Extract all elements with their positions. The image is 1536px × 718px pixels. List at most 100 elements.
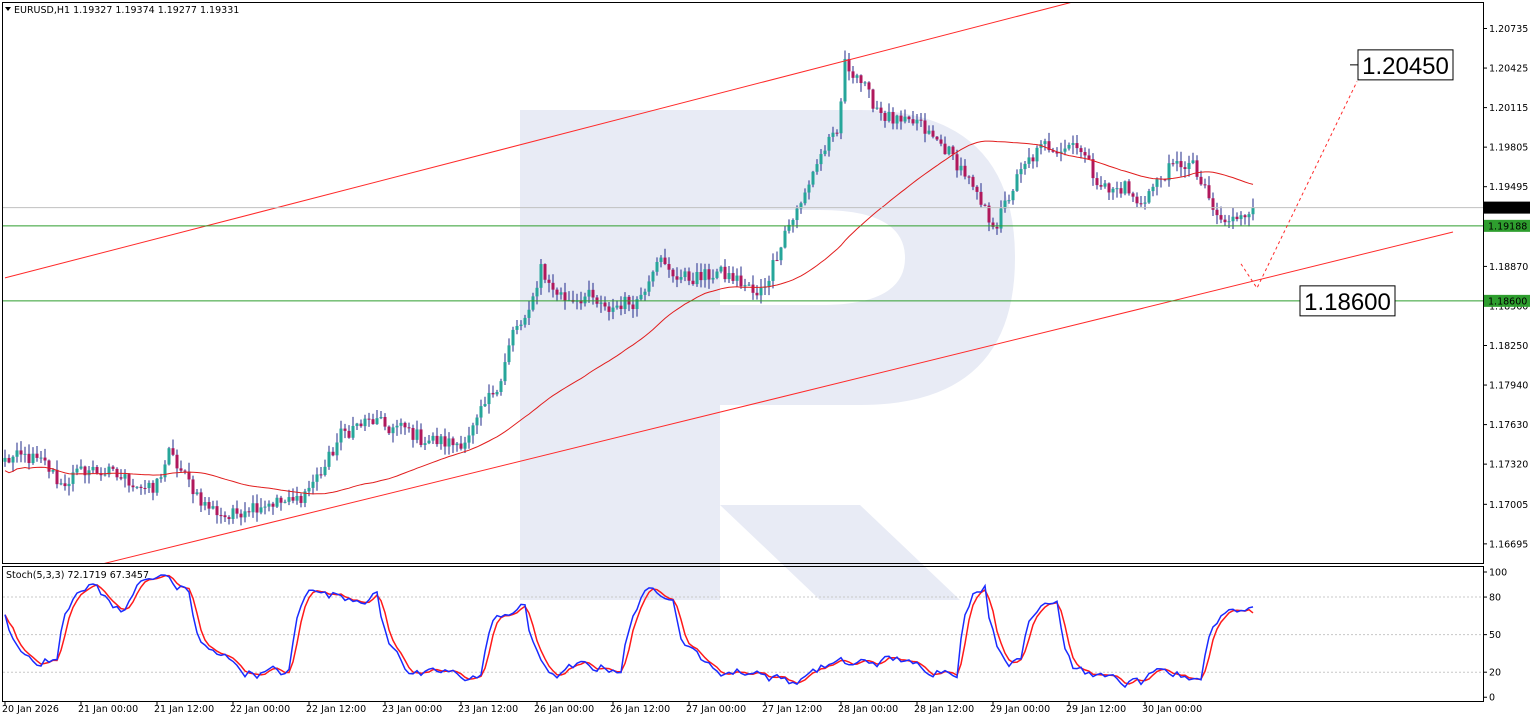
candle-body [1047, 141, 1051, 151]
candle-body [871, 89, 875, 109]
candle-body [287, 497, 291, 502]
time-tick-label: 22 Jan 00:00 [230, 704, 290, 715]
candle-body [935, 136, 939, 140]
candle-body [603, 302, 607, 307]
candle-body [195, 492, 199, 495]
candle-body [283, 501, 287, 503]
candle-body [1115, 188, 1119, 190]
candle-body [435, 435, 439, 445]
main-chart-frame [2, 2, 1484, 564]
candle-body [615, 305, 619, 308]
candle-body [47, 460, 51, 472]
price-tick-label: 1.18250 [1489, 341, 1528, 352]
candle-body [823, 150, 827, 155]
candle-body [931, 130, 935, 137]
candle-body [695, 271, 699, 285]
candle-body [611, 307, 615, 312]
price-tick-label: 1.20425 [1489, 64, 1528, 75]
candle-body [967, 176, 971, 178]
candle-body [107, 466, 111, 475]
candle-body [987, 205, 991, 223]
candle-body [783, 230, 787, 248]
candle-body [883, 112, 887, 121]
candle-body [363, 418, 367, 427]
candle-body [167, 448, 171, 465]
candle-body [463, 442, 467, 449]
candle-body [971, 176, 975, 187]
candle-body [1055, 151, 1059, 154]
candle-body [991, 222, 995, 227]
candle-body [679, 277, 683, 280]
candle-body [159, 477, 163, 479]
candle-body [1227, 221, 1231, 223]
candle-body [735, 275, 739, 281]
candle-body [431, 435, 435, 441]
candle-body [403, 422, 407, 428]
time-tick-label: 29 Jan 12:00 [1066, 704, 1126, 715]
level-price-tag-bg [1484, 294, 1530, 307]
candle-body [1019, 169, 1023, 175]
candle-body [1251, 207, 1255, 215]
candle-body [75, 468, 79, 473]
candle-body [427, 440, 431, 444]
time-tick-label: 28 Jan 12:00 [914, 704, 974, 715]
candle-body [503, 362, 507, 382]
price-tick-label: 1.19495 [1489, 182, 1528, 193]
price-tick-label: 1.17940 [1489, 381, 1528, 392]
candle-body [347, 430, 351, 438]
candle-body [379, 417, 383, 419]
candle-body [1235, 216, 1239, 220]
candle-body [139, 486, 143, 488]
candle-body [743, 285, 747, 287]
price-annotation-box[interactable]: 1.20450 [1350, 49, 1454, 81]
candle-body [399, 422, 403, 426]
candle-body [323, 466, 327, 475]
header-triangle-icon[interactable] [5, 7, 11, 11]
candle-body [1171, 163, 1175, 165]
candle-body [319, 474, 323, 476]
candle-body [1243, 215, 1247, 218]
candle-body [543, 264, 547, 280]
candle-body [255, 503, 259, 513]
candle-body [863, 82, 867, 84]
candle-body [83, 466, 87, 476]
candle-body [787, 224, 791, 231]
candle-body [851, 71, 855, 78]
candle-body [1187, 163, 1191, 170]
candle-body [203, 502, 207, 506]
candle-body [123, 474, 127, 479]
stochastic-frame [2, 566, 1484, 702]
candle-body [39, 457, 43, 459]
channel-lower-line[interactable] [5, 231, 1454, 588]
candle-body [1143, 202, 1147, 204]
candle-body [831, 132, 835, 137]
candle-body [1051, 150, 1055, 152]
candle-body [875, 107, 879, 109]
stochastic-tick-label: 0 [1489, 693, 1495, 704]
candle-body [459, 443, 463, 449]
candle-body [1003, 200, 1007, 209]
annotation-frame [1299, 285, 1396, 317]
candle-body [59, 483, 63, 485]
time-tick-label: 20 Jan 2026 [2, 704, 59, 715]
candle-body [663, 257, 667, 265]
candle-body [1015, 174, 1019, 191]
candle-body [1131, 193, 1135, 197]
candle-body [923, 120, 927, 134]
channel-upper-line[interactable] [4, 0, 1101, 279]
candle-body [275, 497, 279, 507]
candle-body [95, 466, 99, 474]
candle-body [175, 454, 179, 469]
candle-body [731, 273, 735, 281]
candle-body [959, 165, 963, 171]
candle-body [647, 281, 651, 292]
candle-body [939, 139, 943, 144]
candle-body [867, 82, 871, 90]
candle-body [667, 264, 671, 270]
candle-body [395, 425, 399, 428]
current-price-tag: 1.19331 [1488, 203, 1527, 214]
price-annotation-box[interactable]: 1.18600 [1299, 285, 1396, 317]
candle-body [703, 269, 707, 281]
stochastic-tick-label: 80 [1489, 593, 1501, 604]
